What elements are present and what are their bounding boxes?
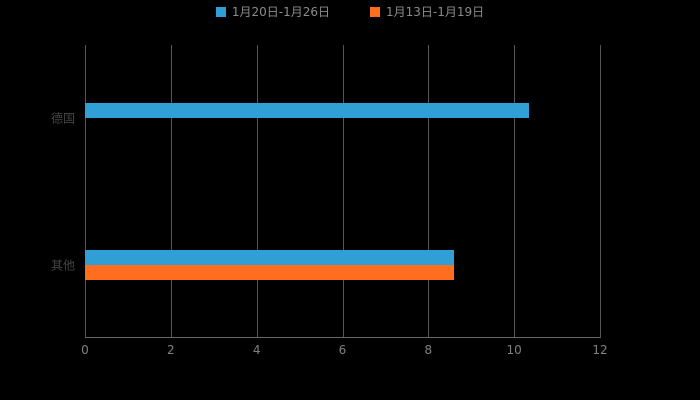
gridline [170,45,172,338]
chart-legend: 1月20日-1月26日 1月13日-1月19日 [0,6,700,18]
x-tick-label: 8 [424,343,433,357]
bar[interactable] [85,264,455,280]
legend-swatch-icon [370,7,380,17]
legend-item[interactable]: 1月20日-1月26日 [215,5,330,19]
x-tick-label: 2 [167,343,175,357]
x-tick-label: 10 [506,343,522,357]
legend-label: 1月20日-1月26日 [231,5,330,19]
x-tick-label: 6 [338,343,347,357]
category-label: 其他 [50,258,75,273]
gridline [514,45,516,338]
gridline [600,45,601,338]
legend-item[interactable]: 1月13日-1月19日 [370,6,484,18]
x-tick-label: 4 [252,343,261,357]
gridline [256,45,258,338]
x-tick-label: 12 [592,343,608,357]
x-axis-line [85,337,600,338]
category-label: 德国 [50,111,75,126]
gridline [85,45,86,338]
gridline [428,45,430,338]
x-tick-label: 0 [81,343,89,357]
legend-swatch-icon [215,7,226,17]
bar[interactable] [85,103,530,119]
bar[interactable] [85,249,455,265]
legend-label: 1月13日-1月19日 [386,5,485,19]
gridline [342,45,344,338]
plot-area [85,45,601,338]
